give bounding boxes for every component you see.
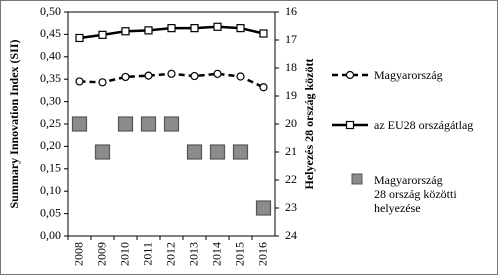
point <box>259 29 268 38</box>
point <box>94 144 111 160</box>
point <box>236 24 245 33</box>
legend-swatch <box>351 173 363 185</box>
x-tick-label: 2009 <box>94 242 108 266</box>
y2-axis-title: Helyezés 28 ország között <box>302 59 316 190</box>
y2-tick-label: 24 <box>285 228 297 242</box>
point <box>144 26 153 35</box>
legend-label: Magyarország 28 ország közötti helyezése <box>374 173 457 215</box>
y-tick-label: 0,20 <box>40 138 61 152</box>
x-tick-label: 2016 <box>255 242 269 266</box>
y2-tick-label: 23 <box>285 200 297 214</box>
y-tick-label: 0,00 <box>40 228 61 242</box>
point <box>213 69 222 78</box>
y2-tick-label: 16 <box>285 4 297 18</box>
point <box>75 33 84 43</box>
point <box>121 27 130 36</box>
point <box>259 83 268 92</box>
legend-marker <box>345 120 355 130</box>
y2-tick-label: 21 <box>285 144 297 158</box>
point <box>167 24 176 33</box>
legend-item: az EU28 országátlag <box>330 118 473 134</box>
point <box>255 200 272 216</box>
point <box>213 22 222 31</box>
x-tick-label: 2008 <box>71 242 85 266</box>
legend-marker <box>351 173 363 185</box>
point <box>71 116 88 132</box>
point <box>236 72 245 81</box>
point <box>167 69 176 78</box>
point <box>140 116 157 132</box>
point <box>98 30 107 39</box>
y-tick-label: 0,05 <box>40 205 61 219</box>
point <box>144 71 153 80</box>
point <box>190 24 199 33</box>
y-tick-label: 0,10 <box>40 183 61 197</box>
x-tick-label: 2014 <box>209 242 223 266</box>
x-tick-label: 2010 <box>117 242 131 266</box>
point <box>190 71 199 81</box>
x-tick-label: 2015 <box>232 242 246 266</box>
x-tick-label: 2013 <box>186 242 200 266</box>
y2-tick-label: 19 <box>285 88 297 102</box>
legend-label: az EU28 országátlag <box>374 118 474 132</box>
y-tick-label: 0,15 <box>40 161 61 175</box>
point <box>232 144 249 160</box>
y2-tick-label: 20 <box>285 116 297 130</box>
y-tick-label: 0,40 <box>40 49 61 63</box>
point <box>163 116 180 132</box>
y2-tick-label: 17 <box>285 32 297 46</box>
point <box>209 144 226 160</box>
legend-marker <box>345 70 355 80</box>
point <box>186 144 203 160</box>
x-tick-label: 2011 <box>140 242 154 266</box>
y-tick-label: 0,30 <box>40 93 61 107</box>
y-tick-label: 0,45 <box>40 26 61 40</box>
point <box>98 78 107 87</box>
legend-swatch <box>332 70 368 80</box>
x-tick-label: 2012 <box>163 242 177 266</box>
y-tick-label: 0,35 <box>40 71 61 85</box>
y2-tick-label: 18 <box>285 60 297 74</box>
y-tick-label: 0,50 <box>40 4 61 18</box>
point <box>121 72 130 82</box>
legend-swatch <box>332 120 368 130</box>
point <box>75 77 84 86</box>
y-axis-title: Summary Innovation Index (SII) <box>7 39 21 208</box>
legend-item: Magyarország 28 ország közötti helyezése <box>330 173 457 215</box>
legend-label: Magyarország <box>374 68 443 82</box>
y2-tick-label: 22 <box>285 172 297 186</box>
point <box>117 116 134 132</box>
legend-item: Magyarország <box>330 68 443 84</box>
y-tick-label: 0,25 <box>40 116 61 130</box>
